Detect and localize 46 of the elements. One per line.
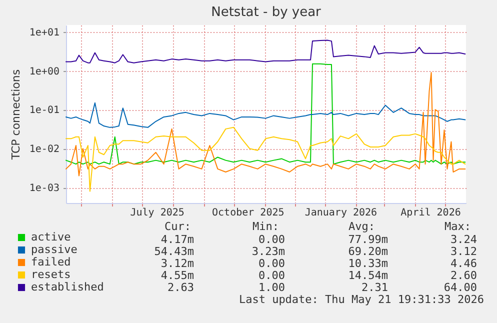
text: 64.00: [444, 281, 477, 294]
legend-label: resets: [31, 268, 71, 281]
text: 77.99m: [348, 233, 388, 246]
legend-label: established: [31, 280, 104, 294]
text: 69.20m: [348, 245, 388, 258]
text: 0.00: [258, 257, 285, 270]
legend-label: passive: [31, 243, 78, 256]
chart-title: Netstat - by year: [211, 5, 322, 20]
line-series: [66, 102, 466, 128]
x-tick-label: January 2026: [304, 208, 378, 218]
legend-label: active: [31, 230, 71, 244]
text: 3.23m: [252, 245, 285, 258]
legend-label: failed: [31, 256, 71, 268]
text: 3.12: [450, 245, 477, 258]
text: 3.24: [450, 233, 477, 246]
text: 0.00: [258, 233, 285, 246]
text: 2.60: [450, 269, 477, 282]
text: 3.12m: [160, 257, 194, 270]
text: 14.54m: [348, 269, 388, 282]
line-series: [66, 63, 466, 165]
y-tick-label: 1e+01: [29, 27, 60, 38]
text: 0.00: [258, 269, 285, 282]
x-tick-label: April 2026: [400, 208, 461, 218]
text: 10.33m: [348, 257, 388, 270]
text: 1.00: [258, 281, 285, 294]
line-series: [66, 126, 466, 192]
y-tick-label: 1e+00: [29, 66, 60, 78]
text: 4.55m: [160, 269, 194, 282]
text: 54.43m: [154, 245, 194, 258]
x-tick-label: October 2025: [212, 208, 284, 218]
text: Min:: [252, 220, 279, 233]
line-series: [66, 72, 466, 176]
y-tick-label: 1e-02: [29, 144, 60, 156]
text: 2.31: [362, 281, 388, 294]
text: Max:: [444, 220, 471, 233]
x-tick-label: July 2025: [130, 208, 184, 218]
y-tick-label: 1e-03: [29, 183, 60, 194]
y-axis-title: TCP connections: [9, 69, 22, 161]
text: 4.46: [450, 257, 477, 270]
text: 4.17m: [160, 233, 194, 246]
text: Cur:: [164, 220, 191, 233]
text: Avg:: [348, 220, 375, 233]
text: 2.63: [168, 281, 194, 294]
y-tick-label: 1e-01: [29, 105, 60, 116]
line-series: [66, 40, 466, 64]
text: Last update: Thu May 21 19:31:33 2026: [238, 293, 484, 306]
